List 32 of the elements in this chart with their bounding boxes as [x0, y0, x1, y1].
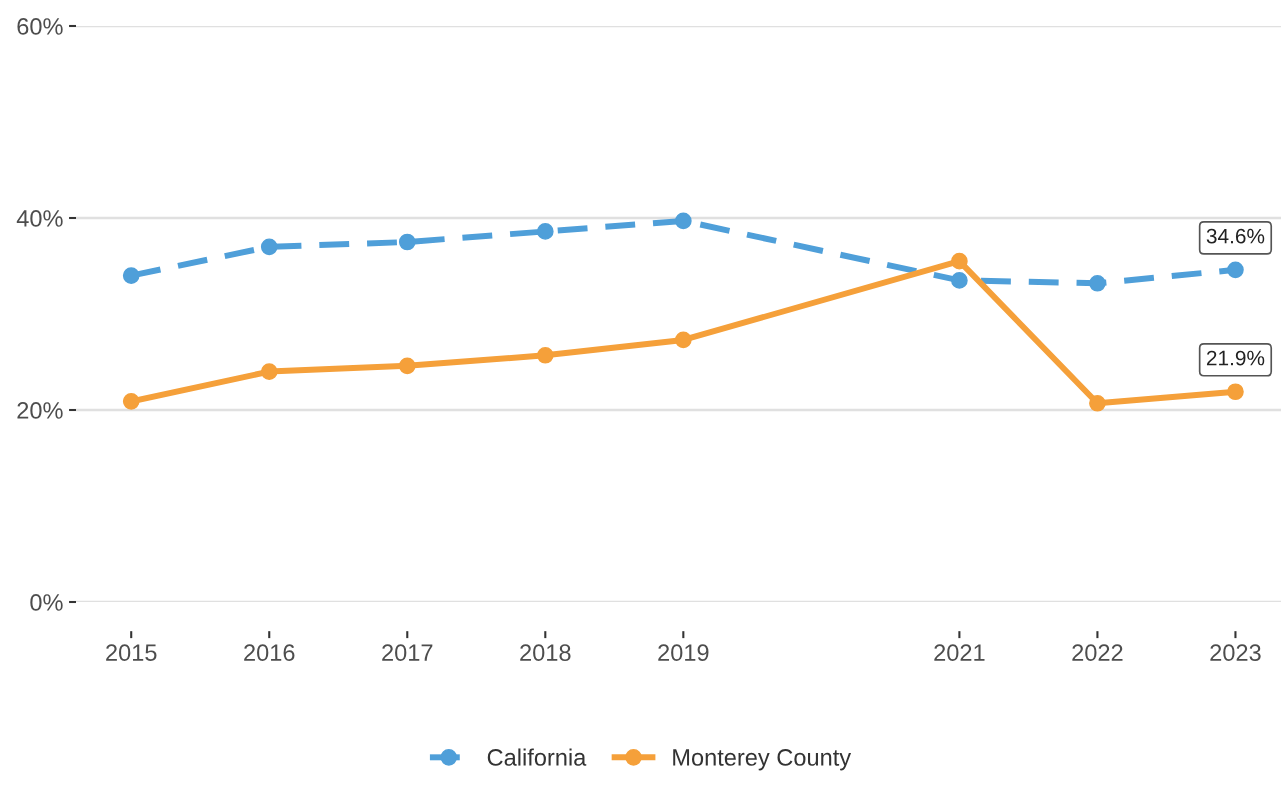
x-tick-label: 2016	[244, 644, 295, 662]
point	[122, 393, 140, 410]
x-tick-label: 2023	[1210, 644, 1261, 662]
point	[398, 357, 416, 375]
point	[1227, 383, 1244, 401]
point	[1089, 274, 1106, 292]
x-tick-label: 2021	[934, 644, 985, 662]
y-tick-label: 0%	[30, 594, 63, 611]
point	[951, 252, 968, 270]
point	[1089, 394, 1106, 412]
x-tick-label: 2019	[658, 644, 709, 662]
point	[1227, 261, 1244, 279]
point	[536, 223, 554, 240]
point	[260, 238, 278, 256]
x-tick-label: 2017	[382, 644, 433, 662]
point	[536, 346, 554, 364]
point	[122, 267, 140, 284]
point	[398, 233, 416, 251]
legend-label: California	[487, 748, 587, 766]
data-label: 21.9%	[1206, 350, 1265, 366]
y-tick-label: 20%	[17, 402, 63, 419]
point	[674, 331, 692, 349]
y-tick-label: 40%	[16, 210, 63, 227]
point	[260, 363, 278, 380]
point	[951, 272, 968, 289]
legend-label: Monterey County	[673, 749, 852, 771]
data-label: 34.6%	[1206, 228, 1265, 244]
point	[674, 212, 692, 230]
x-tick-label: 2015	[106, 644, 157, 662]
x-tick-label: 2022	[1072, 644, 1123, 662]
y-tick-label: 60%	[17, 18, 63, 35]
x-tick-label: 2018	[520, 644, 571, 662]
